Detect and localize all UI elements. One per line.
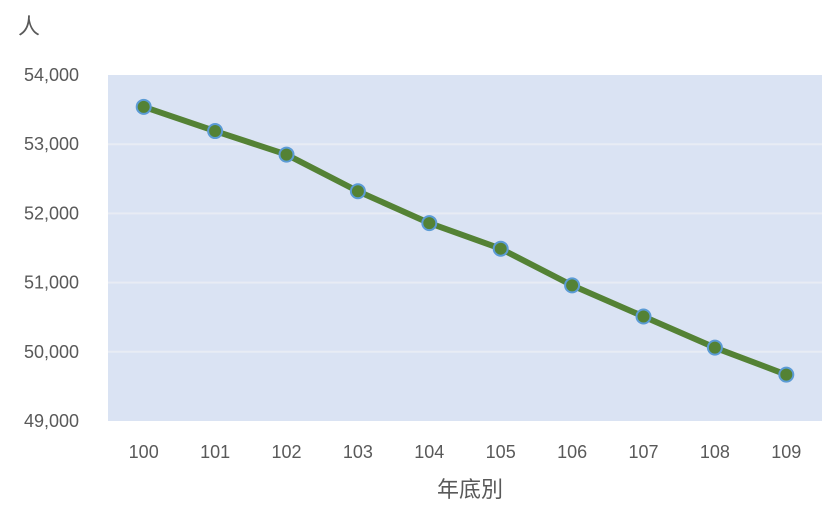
gridlines xyxy=(108,143,822,353)
data-point xyxy=(706,339,723,356)
x-tick-label: 103 xyxy=(343,442,373,462)
data-points xyxy=(135,98,795,383)
data-point xyxy=(421,215,438,232)
y-tick-label: 51,000 xyxy=(24,273,79,293)
x-axis-label: 年底別 xyxy=(437,478,503,503)
x-tick-label: 105 xyxy=(486,442,516,462)
y-tick-label: 49,000 xyxy=(24,411,79,431)
y-tick-label: 54,000 xyxy=(24,65,79,85)
x-tick-label: 104 xyxy=(414,442,444,462)
data-point xyxy=(207,123,224,140)
x-tick-label: 100 xyxy=(129,442,159,462)
data-point xyxy=(135,98,152,115)
x-tick-label: 109 xyxy=(771,442,801,462)
x-tick-label: 108 xyxy=(700,442,730,462)
x-tick-labels: 100 101 102 103 104 105 106 107 108 109 xyxy=(129,442,802,462)
y-tick-label: 50,000 xyxy=(24,342,79,362)
x-tick-label: 107 xyxy=(628,442,658,462)
data-point xyxy=(349,183,366,200)
x-tick-label: 101 xyxy=(200,442,230,462)
data-point xyxy=(564,277,581,294)
x-tick-label: 102 xyxy=(271,442,301,462)
data-point xyxy=(778,366,795,383)
x-tick-label: 106 xyxy=(557,442,587,462)
data-point xyxy=(278,146,295,163)
y-tick-label: 53,000 xyxy=(24,134,79,154)
y-axis-label: 人 xyxy=(18,15,40,40)
series-line xyxy=(140,103,790,378)
y-tick-labels: 49,000 50,000 51,000 52,000 53,000 54,000 xyxy=(24,65,79,431)
data-point xyxy=(635,308,652,325)
data-point xyxy=(492,240,509,257)
y-tick-label: 52,000 xyxy=(24,203,79,223)
